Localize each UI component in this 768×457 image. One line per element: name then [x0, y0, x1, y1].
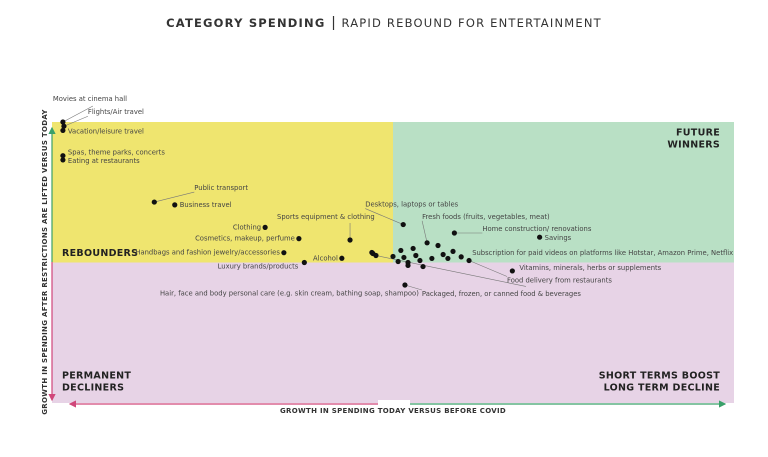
point — [395, 258, 401, 265]
leader-line — [375, 255, 527, 287]
point — [390, 253, 396, 260]
leader-line — [365, 208, 404, 225]
point — [301, 259, 307, 266]
point — [370, 250, 376, 257]
point — [445, 255, 451, 262]
point — [458, 254, 464, 260]
point — [60, 157, 66, 163]
point — [466, 257, 472, 264]
point — [339, 255, 345, 261]
point-label: Fresh foods (fruits, vegetables, meat) — [422, 213, 550, 221]
title-main: CATEGORY SPENDING — [166, 16, 325, 30]
point — [61, 123, 67, 129]
quadrant — [52, 122, 393, 263]
point — [413, 252, 419, 259]
quadrant-label: FUTURE — [676, 128, 720, 139]
leader-line — [62, 105, 94, 123]
point-label: Business travel — [180, 201, 232, 209]
point — [347, 237, 353, 243]
quadrant-label: LONG TERM DECLINE — [604, 383, 720, 394]
quadrant — [393, 262, 734, 403]
point — [405, 262, 411, 269]
point-label: Alcohol — [313, 254, 338, 262]
title-sub: RAPID REBOUND FOR ENTERTAINMENT — [342, 16, 602, 30]
leader-line — [154, 191, 195, 203]
point — [262, 224, 268, 230]
point — [398, 247, 404, 254]
point — [60, 127, 66, 134]
point — [60, 153, 66, 159]
axis-gap — [378, 400, 410, 410]
point — [429, 255, 435, 262]
point-label: Food delivery from restaurants — [507, 277, 612, 285]
point-label: Sports equipment & clothing — [277, 213, 375, 221]
point — [172, 202, 178, 208]
quadrant-label: PERMANENT — [62, 371, 131, 382]
point — [417, 257, 423, 264]
point-label: Cosmetics, makeup, perfume — [195, 235, 295, 243]
point — [281, 250, 287, 256]
point — [537, 234, 543, 240]
point-label: Public transport — [194, 184, 248, 192]
quadrant — [52, 262, 393, 403]
quadrant-label: SHORT TERMS BOOST — [599, 371, 720, 382]
quadrant-label: DECLINERS — [62, 383, 124, 394]
point — [420, 263, 426, 270]
point-label: Vacation/leisure travel — [68, 127, 144, 135]
point-label: Clothing — [233, 223, 261, 231]
point-label: Eating at restaurants — [68, 157, 140, 165]
point — [401, 254, 407, 261]
point — [450, 248, 456, 255]
quadrant-label: REBOUNDERS — [62, 248, 138, 259]
point-label: Movies at cinema hall — [53, 95, 127, 103]
leader-line — [404, 284, 423, 291]
quadrant-label: WINNERS — [667, 140, 720, 151]
point-label: Luxury brands/products — [218, 263, 299, 271]
point — [424, 240, 430, 246]
point-label: Savings — [545, 234, 572, 242]
point-label: Flights/Air travel — [88, 108, 144, 116]
leader-line — [468, 260, 508, 277]
point — [60, 119, 66, 125]
point — [410, 245, 416, 252]
point-label: Spas, theme parks, concerts — [68, 149, 165, 157]
point-label: Home construction/ renovations — [482, 225, 591, 233]
point — [400, 221, 406, 228]
chart-title: CATEGORY SPENDING RAPID REBOUND FOR ENTER… — [166, 16, 602, 30]
point — [296, 236, 302, 242]
y-axis-label: GROWTH IN SPENDING AFTER RESTRICTIONS AR… — [41, 109, 49, 415]
point — [435, 242, 441, 249]
point — [509, 268, 515, 274]
point — [440, 251, 446, 258]
point — [451, 230, 457, 236]
quadrant — [393, 122, 734, 263]
x-axis-label: GROWTH IN SPENDING TODAY VERSUS BEFORE C… — [280, 407, 506, 415]
point-label: Packaged, frozen, or canned food & bever… — [422, 290, 581, 298]
leader-line — [421, 220, 428, 243]
leader-line — [63, 115, 89, 127]
point-label: Subscription for paid videos on platform… — [472, 249, 733, 257]
point — [402, 282, 408, 288]
point — [151, 199, 157, 205]
point-label: Vitamins, minerals, herbs or supplements — [519, 264, 661, 272]
point-label: Hair, face and body personal care (e.g. … — [160, 289, 419, 297]
point-label: Desktops, laptops or tables — [365, 201, 458, 209]
point-label: Handbags and fashion jewelry/accessories — [135, 249, 280, 257]
